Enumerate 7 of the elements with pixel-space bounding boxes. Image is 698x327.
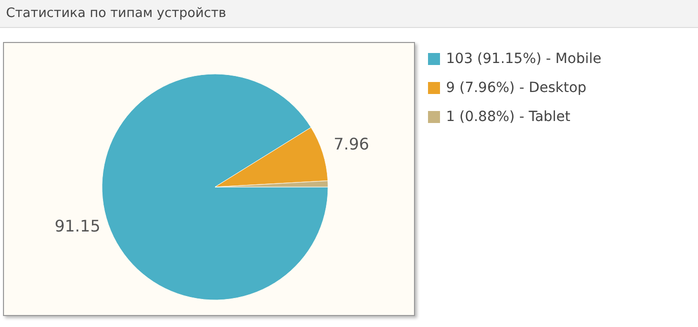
pie-slice	[102, 74, 328, 300]
data-label: 7.96	[334, 134, 370, 154]
legend-label: 1 (0.88%) - Tablet	[446, 108, 570, 124]
legend-label: 9 (7.96%) - Desktop	[446, 80, 586, 96]
chart-title: Статистика по типам устройств	[0, 0, 698, 28]
data-label: 91.15	[54, 216, 100, 236]
legend-label: 103 (91.15%) - Mobile	[446, 50, 602, 66]
